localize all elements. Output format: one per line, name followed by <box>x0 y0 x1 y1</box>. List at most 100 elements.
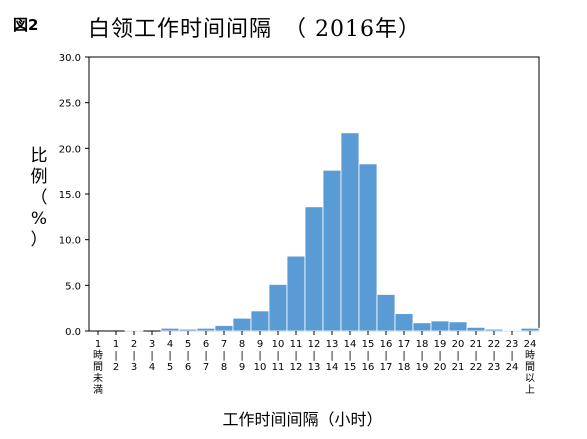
y-tick-label: 20.0 <box>59 144 81 155</box>
x-tick-label: 12 <box>308 339 321 350</box>
x-tick-label: 2 <box>113 362 119 373</box>
bar <box>466 326 486 332</box>
x-tick: 19|20 <box>434 331 447 373</box>
x-tick-label: | <box>150 351 153 362</box>
x-tick-label: 13 <box>326 339 339 350</box>
x-tick-label: 22 <box>470 362 483 373</box>
x-tick-label: 3 <box>149 339 155 350</box>
x-tick-label: 10 <box>272 339 285 350</box>
y-tick: 0.0 <box>65 327 89 338</box>
y-tick: 25.0 <box>59 99 89 110</box>
y-tick-label: 25.0 <box>59 99 81 110</box>
x-tick: 15|16 <box>362 331 375 373</box>
bar <box>520 327 540 332</box>
x-tick-label: 1 <box>113 339 119 350</box>
x-tick-label: 4 <box>167 339 173 350</box>
bar <box>304 206 324 332</box>
x-tick-label: 10 <box>254 362 267 373</box>
x-tick-label: | <box>258 351 261 362</box>
x-tick-label: | <box>384 351 387 362</box>
x-tick: 22|23 <box>488 331 501 373</box>
x-tick-label: 上 <box>525 384 535 396</box>
x-tick-label: 18 <box>416 339 429 350</box>
x-tick: 2|3 <box>131 331 137 373</box>
y-tick: 5.0 <box>65 281 89 292</box>
x-tick-label: | <box>132 351 135 362</box>
x-tick-label: 時 <box>93 350 103 362</box>
y-tick: 20.0 <box>59 144 89 155</box>
x-tick: 8|9 <box>239 331 245 373</box>
x-tick-label: 間 <box>93 361 103 373</box>
x-tick-label: | <box>492 351 495 362</box>
x-tick-label: 6 <box>203 339 209 350</box>
bar <box>340 132 360 332</box>
y-axis-label-char: 比 <box>30 146 48 166</box>
y-axis-label-char: ） <box>30 230 48 250</box>
x-tick-label: 23 <box>506 339 519 350</box>
x-tick-label: 7 <box>203 362 209 373</box>
bar <box>286 255 306 332</box>
x-tick-label: 21 <box>452 362 465 373</box>
x-tick-label: 5 <box>167 362 173 373</box>
bar <box>250 310 270 332</box>
x-tick-label: 8 <box>239 339 245 350</box>
x-tick-label: 14 <box>344 339 357 350</box>
x-tick-label: 21 <box>470 339 483 350</box>
x-tick: 11|12 <box>290 331 303 373</box>
x-tick-label: 23 <box>488 362 501 373</box>
bar <box>196 327 216 332</box>
x-tick: 5|6 <box>185 331 191 373</box>
y-axis-label: 比例（%） <box>28 146 50 251</box>
x-tick-label: 9 <box>239 362 245 373</box>
x-tick-label: 12 <box>290 362 303 373</box>
x-tick-label: | <box>222 351 225 362</box>
x-tick-label: 22 <box>488 339 501 350</box>
x-axis-label: 工作时间间隔（小时） <box>222 410 383 429</box>
x-tick-label: 以 <box>525 374 535 385</box>
x-tick: 4|5 <box>167 331 173 373</box>
x-tick-label: 13 <box>308 362 321 373</box>
x-tick-label: 2 <box>131 339 137 350</box>
x-tick-label: 16 <box>380 339 393 350</box>
bar <box>232 317 252 332</box>
x-tick: 10|11 <box>272 331 285 373</box>
x-tick-label: | <box>474 351 477 362</box>
x-tick-label: 未 <box>93 373 103 385</box>
bar <box>412 322 432 332</box>
figure-label: 図2 <box>13 16 39 34</box>
x-tick-label: 17 <box>380 362 393 373</box>
y-tick-label: 30.0 <box>59 53 81 64</box>
y-tick-label: 5.0 <box>65 281 81 292</box>
x-tick-label: 15 <box>362 339 375 350</box>
x-tick: 13|14 <box>326 331 339 373</box>
x-tick-label: | <box>240 351 243 362</box>
y-tick: 10.0 <box>59 236 89 247</box>
x-tick-label: 11 <box>272 362 285 373</box>
x-tick-label: | <box>420 351 423 362</box>
bar <box>322 169 342 332</box>
x-tick-label: 20 <box>434 362 447 373</box>
x-tick-label: 11 <box>290 339 303 350</box>
x-tick: 18|19 <box>416 331 429 373</box>
bar <box>376 294 396 332</box>
bar <box>448 321 468 332</box>
x-tick-label: | <box>456 351 459 362</box>
bar <box>484 328 504 332</box>
y-tick-label: 15.0 <box>59 190 81 201</box>
x-tick: 1|2 <box>113 331 119 373</box>
x-tick-label: 17 <box>398 339 411 350</box>
bar <box>178 328 198 332</box>
x-tick-label: 19 <box>416 362 429 373</box>
x-tick: 21|22 <box>470 331 483 373</box>
x-tick: 17|18 <box>398 331 411 373</box>
x-tick-label: | <box>348 351 351 362</box>
y-axis-label-char: （ <box>30 188 48 208</box>
x-tick-label: 7 <box>221 339 227 350</box>
x-tick-label: 3 <box>131 362 137 373</box>
x-tick-label: | <box>276 351 279 362</box>
x-tick: 7|8 <box>221 331 227 373</box>
x-tick-label: 6 <box>185 362 191 373</box>
